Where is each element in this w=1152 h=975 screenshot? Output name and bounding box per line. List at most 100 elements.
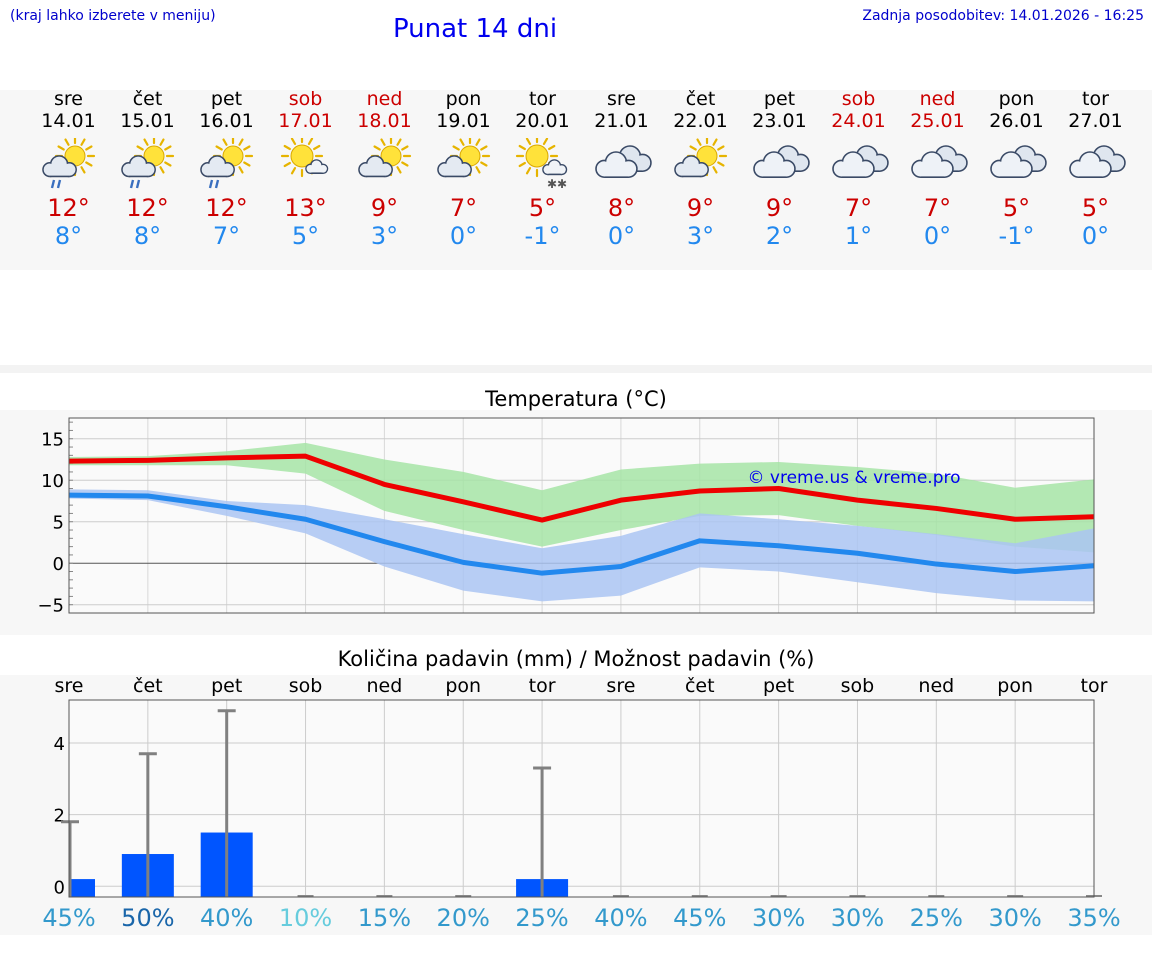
min-temp: 7°	[212, 222, 241, 250]
temperature-chart-title: Temperatura (°C)	[485, 387, 667, 411]
cloud-shape	[673, 155, 709, 178]
cloud-shape	[594, 151, 638, 178]
precip-probability: 35%	[1067, 904, 1120, 932]
partly-sunny-icon	[357, 138, 411, 178]
day-date: 25.01	[910, 110, 965, 132]
precip-probability: 40%	[200, 904, 253, 932]
max-temp: 12°	[205, 194, 248, 222]
day-column: čet 15.01 12° 8°	[108, 88, 187, 250]
precip-day-label: sob	[289, 675, 323, 697]
day-date: 19.01	[436, 110, 491, 132]
cloudy-icon	[752, 145, 810, 178]
precip-day-label: sre	[606, 675, 635, 697]
day-name: čet	[132, 88, 163, 110]
precip-bar	[69, 879, 95, 897]
precip-day-label: čet	[133, 675, 163, 697]
max-temp: 5°	[528, 194, 557, 222]
plot-frame	[68, 699, 1095, 898]
day-column: čet 22.01 9° 3°	[661, 88, 740, 250]
precip-probability: 45%	[42, 904, 95, 932]
precip-probability: 15%	[358, 904, 411, 932]
cloud-shape	[541, 159, 567, 176]
min-temp: 0°	[607, 222, 636, 250]
cloudy-icon	[1068, 145, 1126, 178]
precip-day-label: pet	[763, 675, 794, 697]
day-date: 18.01	[357, 110, 412, 132]
partly-sunny-rain-icon	[120, 138, 174, 189]
day-name: pon	[445, 88, 482, 110]
cloud-shape	[910, 151, 954, 178]
day-column: sob 17.01 13° 5°	[266, 88, 345, 250]
cloud-shape	[120, 155, 156, 178]
day-date: 17.01	[278, 110, 333, 132]
min-temp: -1°	[524, 222, 561, 250]
page-title: Punat 14 dni	[392, 14, 558, 44]
precip-probability: 30%	[831, 904, 884, 932]
temperature-chart: −5 0 5 10 15 © vreme.us & vreme.pro	[37, 417, 1095, 617]
min-temp: 8°	[133, 222, 162, 250]
day-date: 22.01	[673, 110, 728, 132]
y-tick-label: 0	[53, 554, 64, 575]
day-column: pon 19.01 7° 0°	[424, 88, 503, 250]
forecast-band	[0, 90, 1152, 270]
plot-frame	[68, 417, 1095, 614]
cloud-shape	[357, 155, 393, 178]
max-temp: 9°	[686, 194, 715, 222]
max-temp: 5°	[1002, 194, 1031, 222]
day-date: 27.01	[1068, 110, 1123, 132]
day-column: tor 27.01 5° 0°	[1056, 88, 1135, 250]
day-date: 23.01	[752, 110, 807, 132]
day-column: pet 23.01 9° 2°	[740, 88, 819, 250]
cloud-shape	[199, 155, 235, 178]
precip-probability: 50%	[121, 904, 174, 932]
max-temp: 5°	[1081, 194, 1110, 222]
day-name: sob	[288, 88, 323, 110]
max-temp: 8°	[607, 194, 636, 222]
partly-sunny-rain-icon	[199, 138, 253, 189]
max-temp: 9°	[370, 194, 399, 222]
rain-drops	[208, 179, 219, 189]
day-name: ned	[919, 88, 956, 110]
precip-day-label: sre	[55, 675, 84, 697]
day-name: sre	[54, 88, 83, 110]
precip-probability: 30%	[988, 904, 1041, 932]
min-temp: 5°	[291, 222, 320, 250]
rain-drops	[50, 179, 61, 189]
min-temp: 1°	[844, 222, 873, 250]
max-temp: 7°	[449, 194, 478, 222]
day-column: sob 24.01 7° 1°	[819, 88, 898, 250]
cloud-shape	[752, 151, 796, 178]
day-name: čet	[685, 88, 716, 110]
precipitation-chart-title: Količina padavin (mm) / Možnost padavin …	[337, 647, 815, 671]
precip-day-label: tor	[529, 675, 556, 697]
precip-probability: 25%	[910, 904, 963, 932]
day-date: 14.01	[41, 110, 96, 132]
cloud-shape	[41, 155, 77, 178]
y-tick-label: 5	[53, 513, 64, 534]
day-column: sre 14.01 12° 8°	[29, 88, 108, 250]
precip-probability: 30%	[752, 904, 805, 932]
location-menu-hint[interactable]: (kraj lahko izberete v meniju)	[10, 8, 216, 24]
min-temp: 0°	[923, 222, 952, 250]
cloud-shape	[989, 151, 1033, 178]
precip-day-label: pet	[211, 675, 242, 697]
min-temp-line	[68, 492, 1095, 576]
day-date: 21.01	[594, 110, 649, 132]
day-column: ned 25.01 7° 0°	[898, 88, 977, 250]
day-column: sre 21.01 8° 0°	[582, 88, 661, 250]
max-temp-line	[68, 453, 1095, 523]
sunny-small-cloud-icon	[280, 138, 328, 178]
day-column: pon 26.01 5° -1°	[977, 88, 1056, 250]
cloud-shape	[831, 151, 875, 178]
precip-day-label: pon	[445, 675, 481, 697]
min-temp: -1°	[998, 222, 1035, 250]
day-name: sre	[607, 88, 636, 110]
day-date: 26.01	[989, 110, 1044, 132]
day-date: 16.01	[199, 110, 254, 132]
y-tick-label: 0	[54, 877, 65, 898]
cloud-shape	[304, 159, 328, 175]
day-name: pon	[998, 88, 1035, 110]
max-temp: 13°	[284, 194, 327, 222]
min-range-band	[69, 489, 1094, 602]
y-tick-label: 4	[54, 734, 65, 755]
